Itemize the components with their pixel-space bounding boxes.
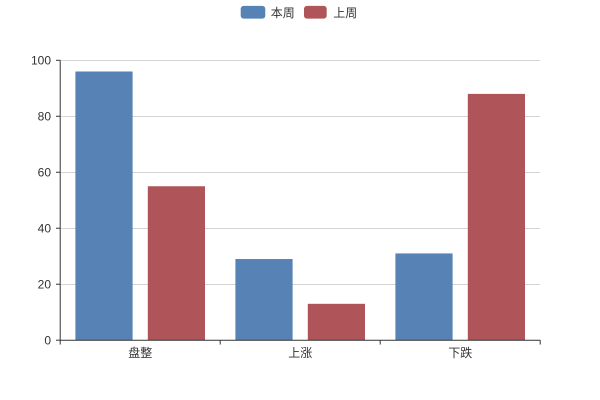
svg-text:40: 40: [38, 221, 52, 235]
svg-text:下跌: 下跌: [448, 345, 472, 360]
svg-text:0: 0: [44, 333, 51, 347]
svg-text:100: 100: [31, 53, 51, 67]
svg-text:上周: 上周: [333, 6, 357, 20]
svg-text:20: 20: [38, 277, 52, 291]
svg-text:80: 80: [38, 109, 52, 123]
svg-text:本周: 本周: [271, 6, 295, 20]
svg-text:盘整: 盘整: [128, 345, 152, 360]
svg-text:60: 60: [38, 165, 52, 179]
svg-text:上涨: 上涨: [288, 345, 312, 360]
